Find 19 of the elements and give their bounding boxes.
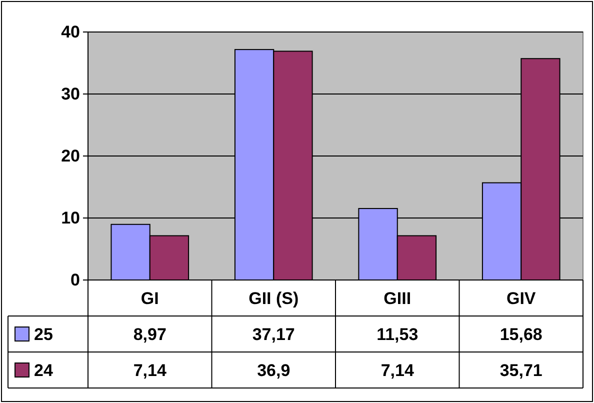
x-tick-label: GII (S) <box>248 289 299 308</box>
x-tick-label: GI <box>140 289 159 308</box>
data-label: 36,9 <box>257 361 290 380</box>
x-tick-label: GIV <box>506 289 536 308</box>
data-label: 15,68 <box>500 325 542 344</box>
legend-label: 24 <box>34 361 54 380</box>
legend-label: 25 <box>34 325 53 344</box>
data-label: 11,53 <box>376 325 418 344</box>
y-tick-label: 0 <box>70 270 80 290</box>
y-tick-label: 40 <box>61 22 80 42</box>
y-tick-label: 30 <box>61 84 80 104</box>
data-label: 7,14 <box>133 361 167 380</box>
data-label: 35,71 <box>500 361 542 380</box>
data-label: 8,97 <box>133 325 166 344</box>
y-tick-label: 10 <box>61 208 80 228</box>
data-label: 37,17 <box>252 325 295 344</box>
data-label: 7,14 <box>380 361 414 380</box>
x-tick-label: GIII <box>384 289 412 308</box>
y-tick-label: 20 <box>61 146 80 166</box>
